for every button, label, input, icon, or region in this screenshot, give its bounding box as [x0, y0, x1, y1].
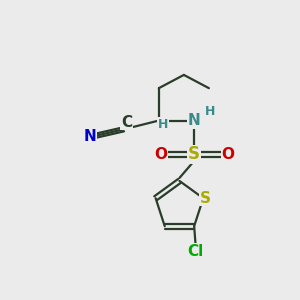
Text: H: H: [158, 118, 168, 130]
Text: H: H: [205, 105, 215, 118]
Text: N: N: [188, 113, 200, 128]
Text: S: S: [188, 146, 200, 164]
Text: N: N: [83, 129, 96, 144]
Text: O: O: [221, 147, 235, 162]
Text: Cl: Cl: [188, 244, 204, 259]
Text: S: S: [200, 191, 211, 206]
Text: C: C: [121, 115, 132, 130]
Text: O: O: [154, 147, 167, 162]
